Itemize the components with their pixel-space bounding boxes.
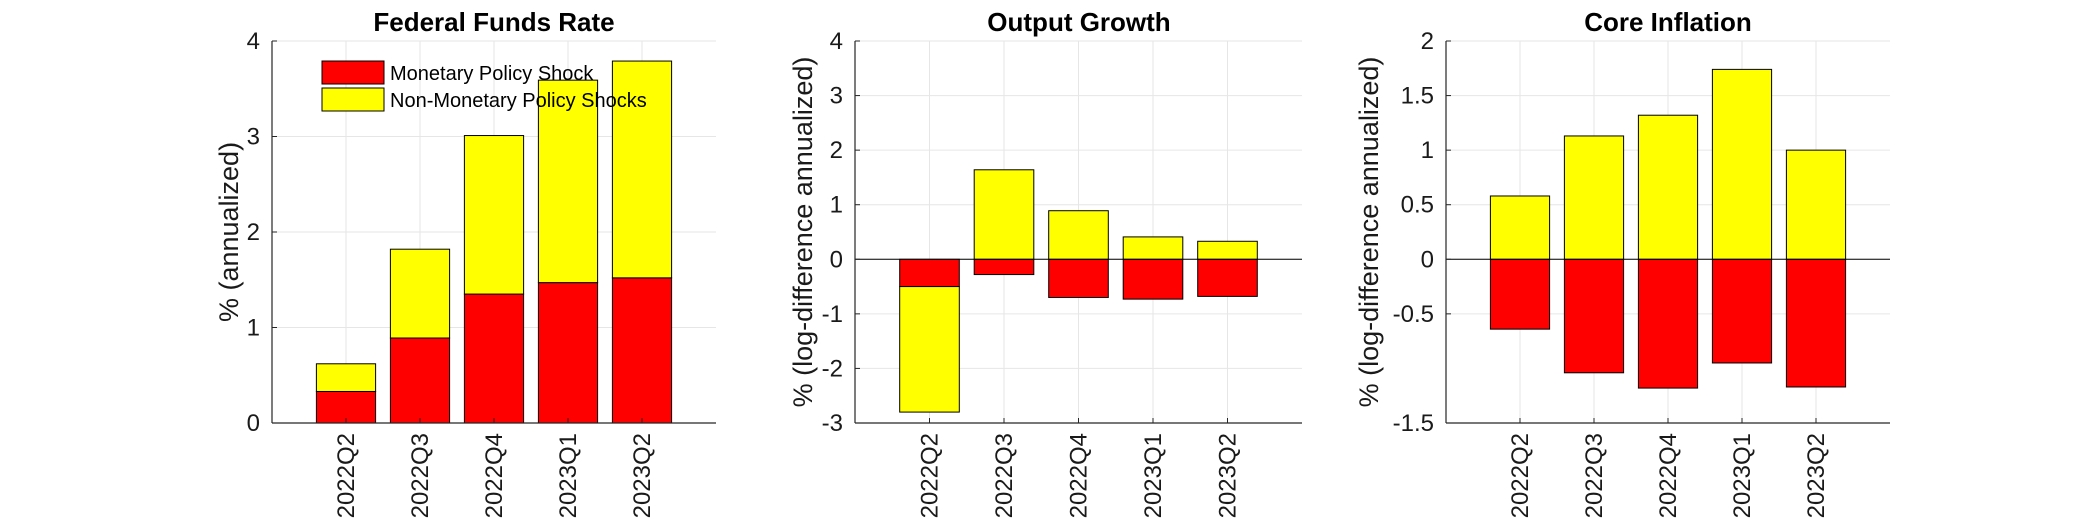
y-axis-label: % (log-difference annualized) — [788, 57, 818, 408]
y-tick-label: 1 — [247, 315, 260, 342]
bar-monetary-2022Q3 — [1563, 258, 1625, 374]
y-tick-label: 0 — [247, 410, 260, 437]
legend-swatch-monetary — [321, 60, 385, 85]
y-tick-label: -1.5 — [1393, 410, 1434, 437]
bar-non-monetary-2023Q1 — [1122, 236, 1184, 260]
x-tick-label: 2023Q1 — [1140, 433, 1167, 518]
y-tick-label: 3 — [247, 124, 260, 151]
x-tick-label: 2023Q2 — [1803, 433, 1830, 518]
y-tick-label: -2 — [822, 355, 843, 382]
y-tick-label: 4 — [247, 28, 260, 55]
x-tick-label: 2022Q2 — [917, 433, 944, 518]
bar-non-monetary-2022Q4 — [1048, 210, 1109, 260]
y-tick-label: 2 — [1421, 28, 1434, 55]
bar-monetary-2023Q1 — [537, 282, 599, 424]
bar-non-monetary-2022Q3 — [389, 248, 451, 339]
bar-monetary-2022Q4 — [1637, 258, 1699, 389]
chart-title: Output Growth — [987, 7, 1170, 37]
y-tick-label: 1 — [1421, 137, 1434, 164]
y-axis-label: % (annualized) — [214, 142, 244, 322]
bar-monetary-2022Q2 — [1489, 258, 1551, 330]
chart-federal-funds-rate: Federal Funds Rate % (annualized) 01234 … — [214, 7, 716, 518]
y-tick-label: 3 — [830, 83, 843, 110]
legend-label-non-monetary: Non-Monetary Policy Shocks — [390, 90, 647, 112]
y-tick-label: -1 — [822, 301, 843, 328]
x-tick-label: 2022Q2 — [333, 433, 360, 518]
y-axis-label: % (log-difference annualized) — [1354, 57, 1384, 408]
bar-non-monetary-2023Q2 — [1197, 240, 1258, 260]
bar-non-monetary-2023Q2 — [1785, 149, 1847, 260]
bar-non-monetary-2022Q3 — [1563, 135, 1625, 260]
x-tick-label: 2022Q4 — [1066, 433, 1093, 518]
bar-non-monetary-2022Q4 — [1637, 114, 1699, 260]
y-tick-label: 2 — [247, 219, 260, 246]
bar-monetary-2023Q1 — [1122, 258, 1184, 300]
x-tick-label: 2022Q3 — [407, 433, 434, 518]
bar-non-monetary-2022Q2 — [899, 286, 960, 413]
y-tick-label: 0 — [1421, 246, 1434, 273]
x-tick-label: 2022Q2 — [1507, 433, 1534, 518]
y-tick-label: 1.5 — [1401, 83, 1434, 110]
bar-monetary-2022Q2 — [315, 390, 377, 424]
bar-non-monetary-2022Q3 — [973, 169, 1035, 260]
chart-title: Federal Funds Rate — [373, 7, 614, 37]
x-tick-label: 2023Q1 — [555, 433, 582, 518]
chart-output-growth: Output Growth % (log-difference annualiz… — [788, 7, 1302, 518]
y-tick-label: 4 — [830, 28, 843, 55]
bar-monetary-2022Q4 — [463, 293, 525, 424]
bar-non-monetary-2023Q2 — [611, 60, 673, 279]
bar-monetary-2023Q2 — [1197, 258, 1258, 297]
y-tick-label: 0.5 — [1401, 192, 1434, 219]
bar-non-monetary-2022Q2 — [1489, 195, 1551, 260]
bar-monetary-2022Q3 — [973, 258, 1035, 276]
bar-monetary-2023Q2 — [1785, 258, 1847, 388]
y-tick-label: 1 — [830, 192, 843, 219]
x-tick-label: 2022Q3 — [1581, 433, 1608, 518]
legend: Monetary Policy Shock Non-Monetary Polic… — [321, 60, 647, 112]
bar-monetary-2023Q2 — [611, 277, 673, 424]
bar-non-monetary-2023Q1 — [1711, 68, 1773, 260]
bar-monetary-2022Q3 — [389, 337, 451, 424]
x-tick-label: 2023Q2 — [1215, 433, 1242, 518]
bar-monetary-2022Q4 — [1048, 258, 1109, 298]
x-tick-label: 2023Q1 — [1729, 433, 1756, 518]
y-tick-label: -0.5 — [1393, 301, 1434, 328]
chart-title: Core Inflation — [1584, 7, 1752, 37]
bar-monetary-2023Q1 — [1711, 258, 1773, 364]
y-tick-label: -3 — [822, 410, 843, 437]
x-tick-label: 2022Q4 — [1655, 433, 1682, 518]
x-tick-label: 2023Q2 — [629, 433, 656, 518]
x-tick-label: 2022Q4 — [481, 433, 508, 518]
y-tick-label: 0 — [830, 246, 843, 273]
bar-non-monetary-2022Q4 — [463, 135, 525, 295]
x-tick-label: 2022Q3 — [991, 433, 1018, 518]
bar-non-monetary-2023Q1 — [537, 79, 599, 284]
bar-non-monetary-2022Q2 — [315, 363, 377, 392]
legend-label-monetary: Monetary Policy Shock — [390, 63, 594, 85]
chart-core-inflation: Core Inflation % (log-difference annuali… — [1354, 7, 1890, 518]
y-tick-label: 2 — [830, 137, 843, 164]
legend-swatch-non-monetary — [321, 87, 385, 112]
bar-monetary-2022Q2 — [899, 258, 960, 288]
